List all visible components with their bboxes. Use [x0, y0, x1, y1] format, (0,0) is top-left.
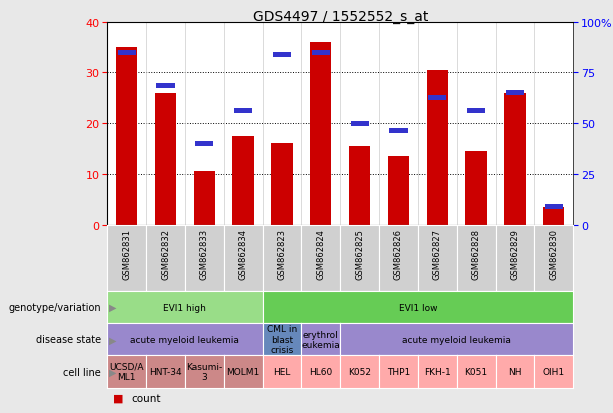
Text: genotype/variation: genotype/variation	[9, 302, 101, 312]
Bar	[465, 152, 487, 225]
Text: GSM862825: GSM862825	[355, 228, 364, 279]
Text: EVI1 low: EVI1 low	[398, 303, 437, 312]
Text: erythrol
eukemia: erythrol eukemia	[302, 330, 340, 349]
Bar	[273, 53, 291, 58]
Bar	[389, 129, 408, 134]
Bar	[467, 109, 485, 114]
Text: ▶: ▶	[109, 302, 116, 312]
Bar	[312, 50, 330, 56]
Bar	[155, 94, 176, 225]
Text: count: count	[132, 393, 161, 403]
Text: GSM862828: GSM862828	[471, 228, 481, 279]
Text: GSM862829: GSM862829	[511, 228, 519, 279]
Text: CML in
blast
crisis: CML in blast crisis	[267, 325, 297, 354]
Bar	[504, 94, 525, 225]
Text: UCSD/A
ML1: UCSD/A ML1	[110, 362, 144, 381]
Text: GSM862827: GSM862827	[433, 228, 442, 279]
Bar	[349, 147, 370, 225]
Text: acute myeloid leukemia: acute myeloid leukemia	[402, 335, 511, 344]
Text: HEL: HEL	[273, 367, 291, 376]
Text: HNT-34: HNT-34	[149, 367, 182, 376]
Text: EVI1 high: EVI1 high	[164, 303, 207, 312]
Text: GDS4497 / 1552552_s_at: GDS4497 / 1552552_s_at	[253, 10, 428, 24]
Bar	[194, 172, 215, 225]
Text: disease state: disease state	[36, 335, 101, 344]
Text: acute myeloid leukemia: acute myeloid leukemia	[131, 335, 239, 344]
Text: K052: K052	[348, 367, 371, 376]
Bar	[543, 207, 565, 225]
Text: HL60: HL60	[309, 367, 332, 376]
Text: GSM862824: GSM862824	[316, 228, 326, 279]
Text: ▶: ▶	[109, 367, 116, 377]
Bar	[196, 142, 213, 147]
Text: GSM862833: GSM862833	[200, 228, 209, 279]
Text: OIH1: OIH1	[543, 367, 565, 376]
Text: GSM862826: GSM862826	[394, 228, 403, 279]
Text: GSM862830: GSM862830	[549, 228, 558, 279]
Text: Kasumi-
3: Kasumi- 3	[186, 362, 223, 381]
Bar	[427, 71, 448, 225]
Text: NH: NH	[508, 367, 522, 376]
Bar	[234, 109, 252, 114]
Bar	[428, 96, 446, 101]
Bar	[156, 83, 175, 88]
Bar	[232, 137, 254, 225]
Bar	[506, 91, 524, 96]
Bar	[388, 157, 409, 225]
Text: cell line: cell line	[63, 367, 101, 377]
Bar	[545, 205, 563, 210]
Text: FKH-1: FKH-1	[424, 367, 451, 376]
Text: GSM862831: GSM862831	[122, 228, 131, 279]
Text: ■: ■	[113, 393, 124, 403]
Bar	[272, 144, 292, 225]
Bar	[310, 43, 332, 225]
Text: ▶: ▶	[109, 335, 116, 344]
Bar	[116, 48, 137, 225]
Text: GSM862823: GSM862823	[278, 228, 286, 279]
Bar	[118, 50, 135, 56]
Text: K051: K051	[465, 367, 488, 376]
Bar	[351, 121, 368, 126]
Text: MOLM1: MOLM1	[227, 367, 260, 376]
Text: GSM862832: GSM862832	[161, 228, 170, 279]
Text: GSM862834: GSM862834	[238, 228, 248, 279]
Text: THP1: THP1	[387, 367, 410, 376]
